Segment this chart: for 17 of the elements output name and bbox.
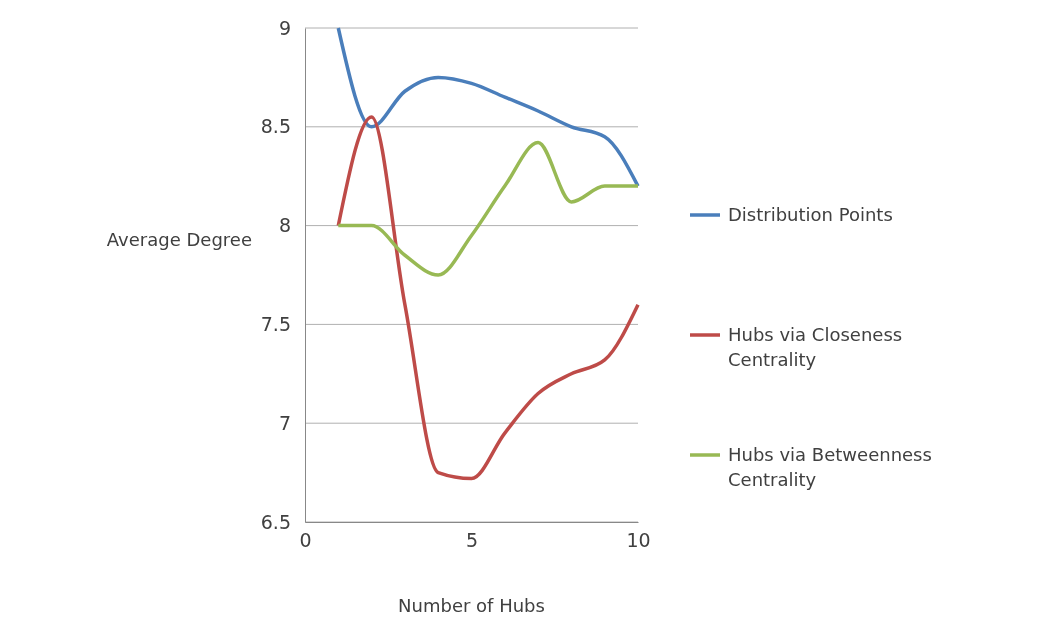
y-tick-label: 7.5 xyxy=(260,312,291,335)
y-axis-title: Average Degree xyxy=(106,229,252,250)
legend-label: Hubs via Closeness Centrality xyxy=(728,324,903,370)
x-axis-title: Number of Hubs xyxy=(398,595,545,616)
y-tick-label: 8 xyxy=(278,214,291,237)
y-tick-label: 6.5 xyxy=(260,510,291,533)
line-series xyxy=(336,140,640,277)
x-tick-label: 10 xyxy=(626,529,651,552)
y-tick-label: 9 xyxy=(278,16,291,39)
x-tick-label: 0 xyxy=(299,529,312,552)
x-tick-label: 5 xyxy=(465,529,479,552)
legend-label: Distribution Points xyxy=(728,204,893,225)
y-tick-label: 8.5 xyxy=(260,115,291,138)
line-series xyxy=(336,115,640,481)
legend-label: Hubs via Betweenness Centrality xyxy=(728,444,932,490)
line-series xyxy=(336,26,640,188)
y-tick-label: 7 xyxy=(278,411,291,434)
